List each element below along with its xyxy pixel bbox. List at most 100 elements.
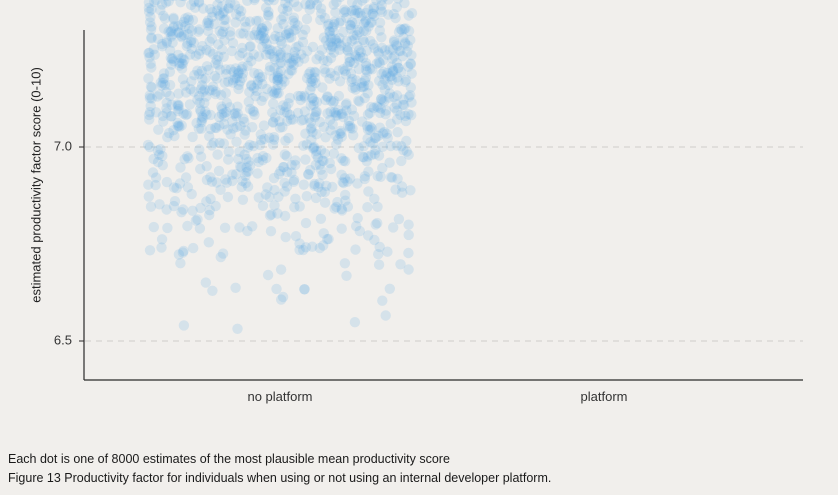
data-point xyxy=(322,20,333,31)
data-point xyxy=(315,213,327,224)
data-point xyxy=(155,4,166,16)
data-point xyxy=(336,108,347,120)
data-point xyxy=(339,4,350,15)
data-point xyxy=(362,202,373,213)
data-point xyxy=(247,105,259,117)
data-point xyxy=(360,64,372,76)
data-point xyxy=(260,2,272,13)
data-point xyxy=(329,70,340,82)
data-point xyxy=(242,0,253,6)
data-point xyxy=(400,76,411,88)
data-point xyxy=(172,117,183,129)
data-point xyxy=(283,28,295,39)
data-point xyxy=(340,6,351,17)
data-point xyxy=(191,117,202,129)
data-point xyxy=(357,116,368,127)
data-point xyxy=(296,115,307,126)
data-point xyxy=(249,109,260,121)
data-point xyxy=(309,112,320,123)
data-point xyxy=(232,69,244,80)
points xyxy=(142,0,418,334)
data-point xyxy=(195,202,206,214)
data-point xyxy=(198,3,209,14)
data-point xyxy=(196,80,208,91)
data-point xyxy=(260,189,271,200)
data-point xyxy=(230,282,241,293)
data-point xyxy=(406,8,418,19)
data-point xyxy=(385,118,396,129)
data-point xyxy=(293,56,304,67)
data-point xyxy=(155,77,166,88)
data-point xyxy=(188,86,199,97)
data-point xyxy=(401,146,412,157)
data-point xyxy=(213,111,225,123)
data-point xyxy=(282,115,293,127)
data-point xyxy=(242,142,254,153)
data-point xyxy=(289,202,300,213)
data-point xyxy=(344,56,356,68)
data-point xyxy=(393,213,405,225)
data-point xyxy=(152,33,164,44)
data-point xyxy=(143,179,154,190)
data-point xyxy=(210,88,221,100)
data-point xyxy=(211,122,222,134)
data-point xyxy=(148,221,159,233)
data-point xyxy=(165,45,176,56)
data-point xyxy=(248,49,259,60)
data-point xyxy=(314,50,325,61)
data-point xyxy=(242,181,254,192)
data-point xyxy=(318,240,329,251)
data-point xyxy=(240,125,251,136)
data-point xyxy=(374,122,385,133)
data-point xyxy=(234,50,245,61)
data-point xyxy=(272,208,283,219)
data-point xyxy=(192,94,203,105)
data-point xyxy=(276,14,287,25)
data-point xyxy=(249,0,260,4)
data-point xyxy=(353,142,364,154)
data-point xyxy=(279,76,290,87)
data-point xyxy=(340,189,351,201)
data-point xyxy=(371,0,382,6)
data-point xyxy=(149,49,160,60)
data-point xyxy=(300,217,312,229)
data-point xyxy=(398,145,409,156)
data-point xyxy=(401,135,412,147)
data-point xyxy=(259,133,270,145)
data-point xyxy=(244,160,256,171)
data-point xyxy=(257,155,268,166)
data-point xyxy=(307,75,318,87)
data-point xyxy=(300,154,311,165)
data-point xyxy=(395,109,406,121)
data-point xyxy=(374,75,385,87)
data-point xyxy=(146,33,157,44)
data-point xyxy=(352,24,363,36)
data-point xyxy=(344,52,355,63)
data-point xyxy=(311,0,323,10)
data-point xyxy=(354,225,365,237)
data-point xyxy=(340,99,352,111)
data-point xyxy=(270,112,281,123)
data-point xyxy=(167,53,178,64)
data-point xyxy=(299,90,310,102)
data-point xyxy=(215,251,226,263)
data-point xyxy=(292,20,303,31)
data-point xyxy=(273,87,284,99)
data-point xyxy=(164,66,176,78)
data-point xyxy=(375,103,386,114)
data-point xyxy=(333,38,344,49)
data-point xyxy=(361,45,372,56)
data-point xyxy=(323,18,335,30)
data-point xyxy=(228,66,239,78)
data-point xyxy=(351,30,362,41)
data-point xyxy=(384,88,395,99)
data-point xyxy=(235,76,246,87)
data-point xyxy=(267,139,279,150)
data-point xyxy=(353,95,364,106)
data-point xyxy=(253,156,264,168)
data-point xyxy=(363,166,374,177)
data-point xyxy=(392,127,403,138)
data-point xyxy=(367,39,379,50)
data-point xyxy=(398,23,410,35)
data-point xyxy=(217,248,229,259)
